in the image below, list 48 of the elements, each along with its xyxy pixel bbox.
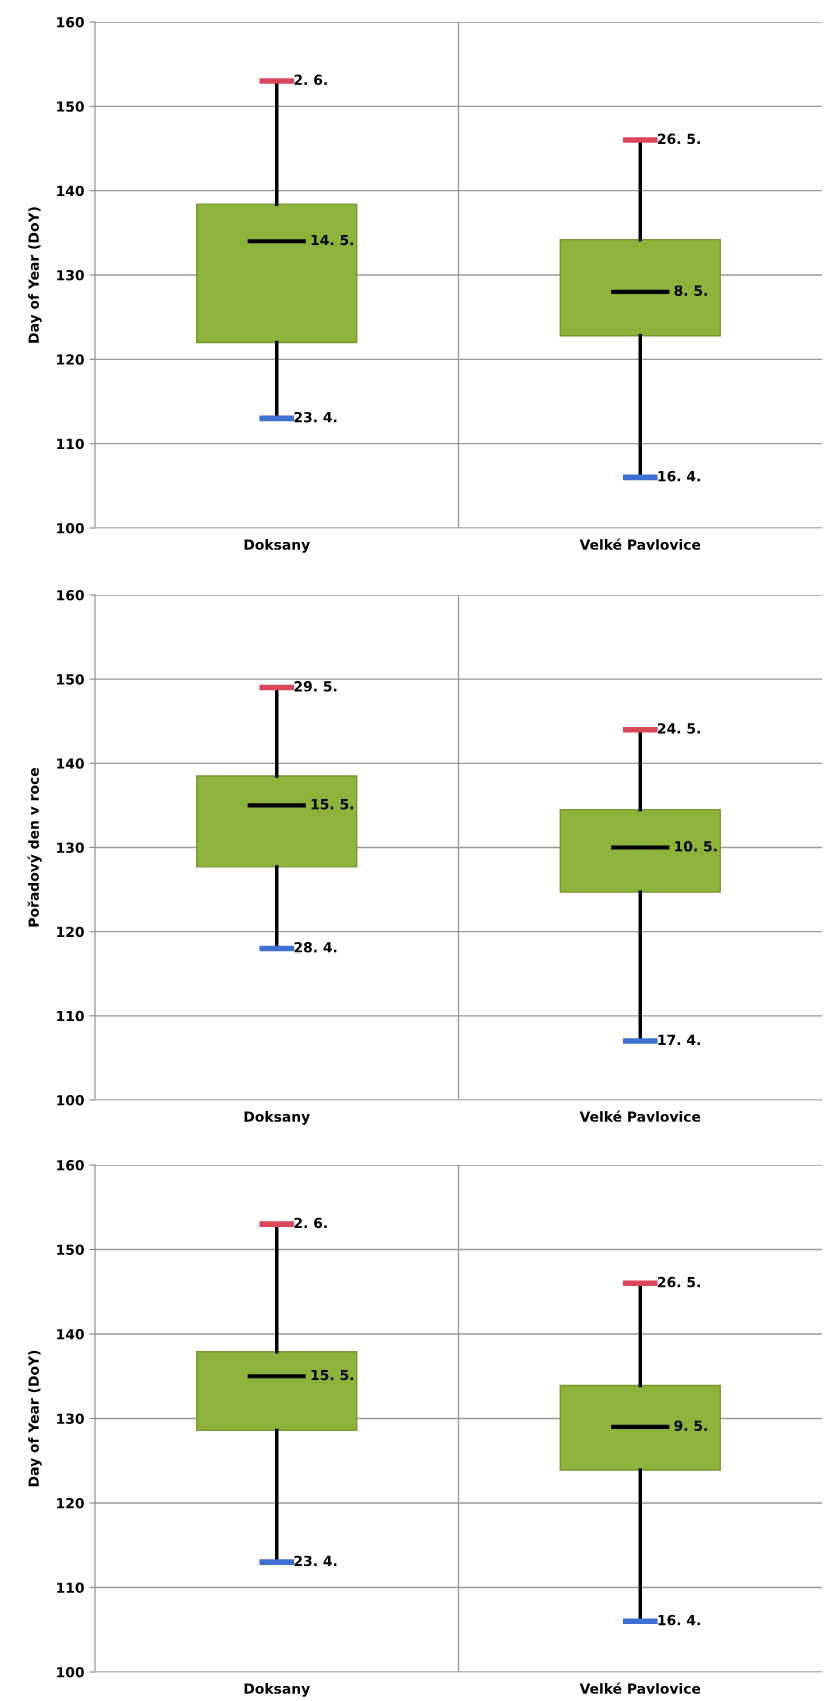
x-tick-label: Velké Pavlovice [579,538,701,550]
y-tick-label: 100 [57,1666,84,1678]
annotation: 29. 5. [294,681,337,692]
annotation: 8. 5. [674,285,707,296]
y-axis-title: Day of Year (DoY) [28,1350,42,1487]
y-tick-label: 140 [57,1328,84,1340]
annotation: 17. 4. [658,1034,700,1045]
y-tick-label: 140 [57,758,84,769]
annotation: 15. 5. [311,1369,354,1381]
annotation: 2. 6. [294,74,327,86]
y-tick-label: 110 [57,438,84,450]
y-tick-label: 130 [57,842,84,853]
y-tick-label: 120 [57,926,84,938]
y-tick-label: 160 [57,1159,84,1171]
annotation: 26. 5. [658,133,700,145]
annotation: 23. 4. [294,1555,337,1567]
y-tick-label: 150 [57,674,84,685]
annotation: 24. 5. [658,723,700,734]
annotation: 28. 4. [294,942,337,953]
y-tick-label: 110 [57,1582,84,1593]
x-tick-label: Doksany [244,539,310,553]
y-tick-label: 110 [57,1010,84,1022]
annotation: 9. 5. [674,1420,707,1431]
y-tick-label: 100 [57,1094,84,1106]
y-tick-label: 150 [57,1244,84,1255]
annotation: 16. 4. [658,470,700,482]
x-tick-label: Doksany [244,1683,310,1697]
y-tick-label: 120 [57,1497,84,1509]
y-tick-label: 160 [57,16,84,28]
y-tick-label: 120 [57,354,84,365]
annotation: 15. 5. [311,799,354,810]
x-tick-label: Velké Pavlovice [579,1110,701,1122]
x-tick-label: Velké Pavlovice [579,1682,701,1694]
y-axis-title: Day of Year (DoY) [28,207,42,343]
y-tick-label: 160 [57,589,84,601]
annotation: 2. 6. [294,1217,327,1229]
y-tick-label: 150 [57,101,84,112]
y-tick-label: 100 [57,522,84,534]
annotation: 26. 5. [658,1276,700,1288]
annotation: 23. 4. [294,411,337,423]
annotation: 14. 5. [311,234,354,246]
y-tick-label: 130 [57,1413,84,1424]
y-tick-label: 130 [57,269,84,281]
annotation: 10. 5. [675,841,717,852]
annotation: 16. 4. [658,1614,700,1626]
x-tick-label: Doksany [244,1111,310,1125]
y-tick-label: 140 [57,185,84,197]
y-axis-title: Pořadový den v roce [27,767,42,927]
